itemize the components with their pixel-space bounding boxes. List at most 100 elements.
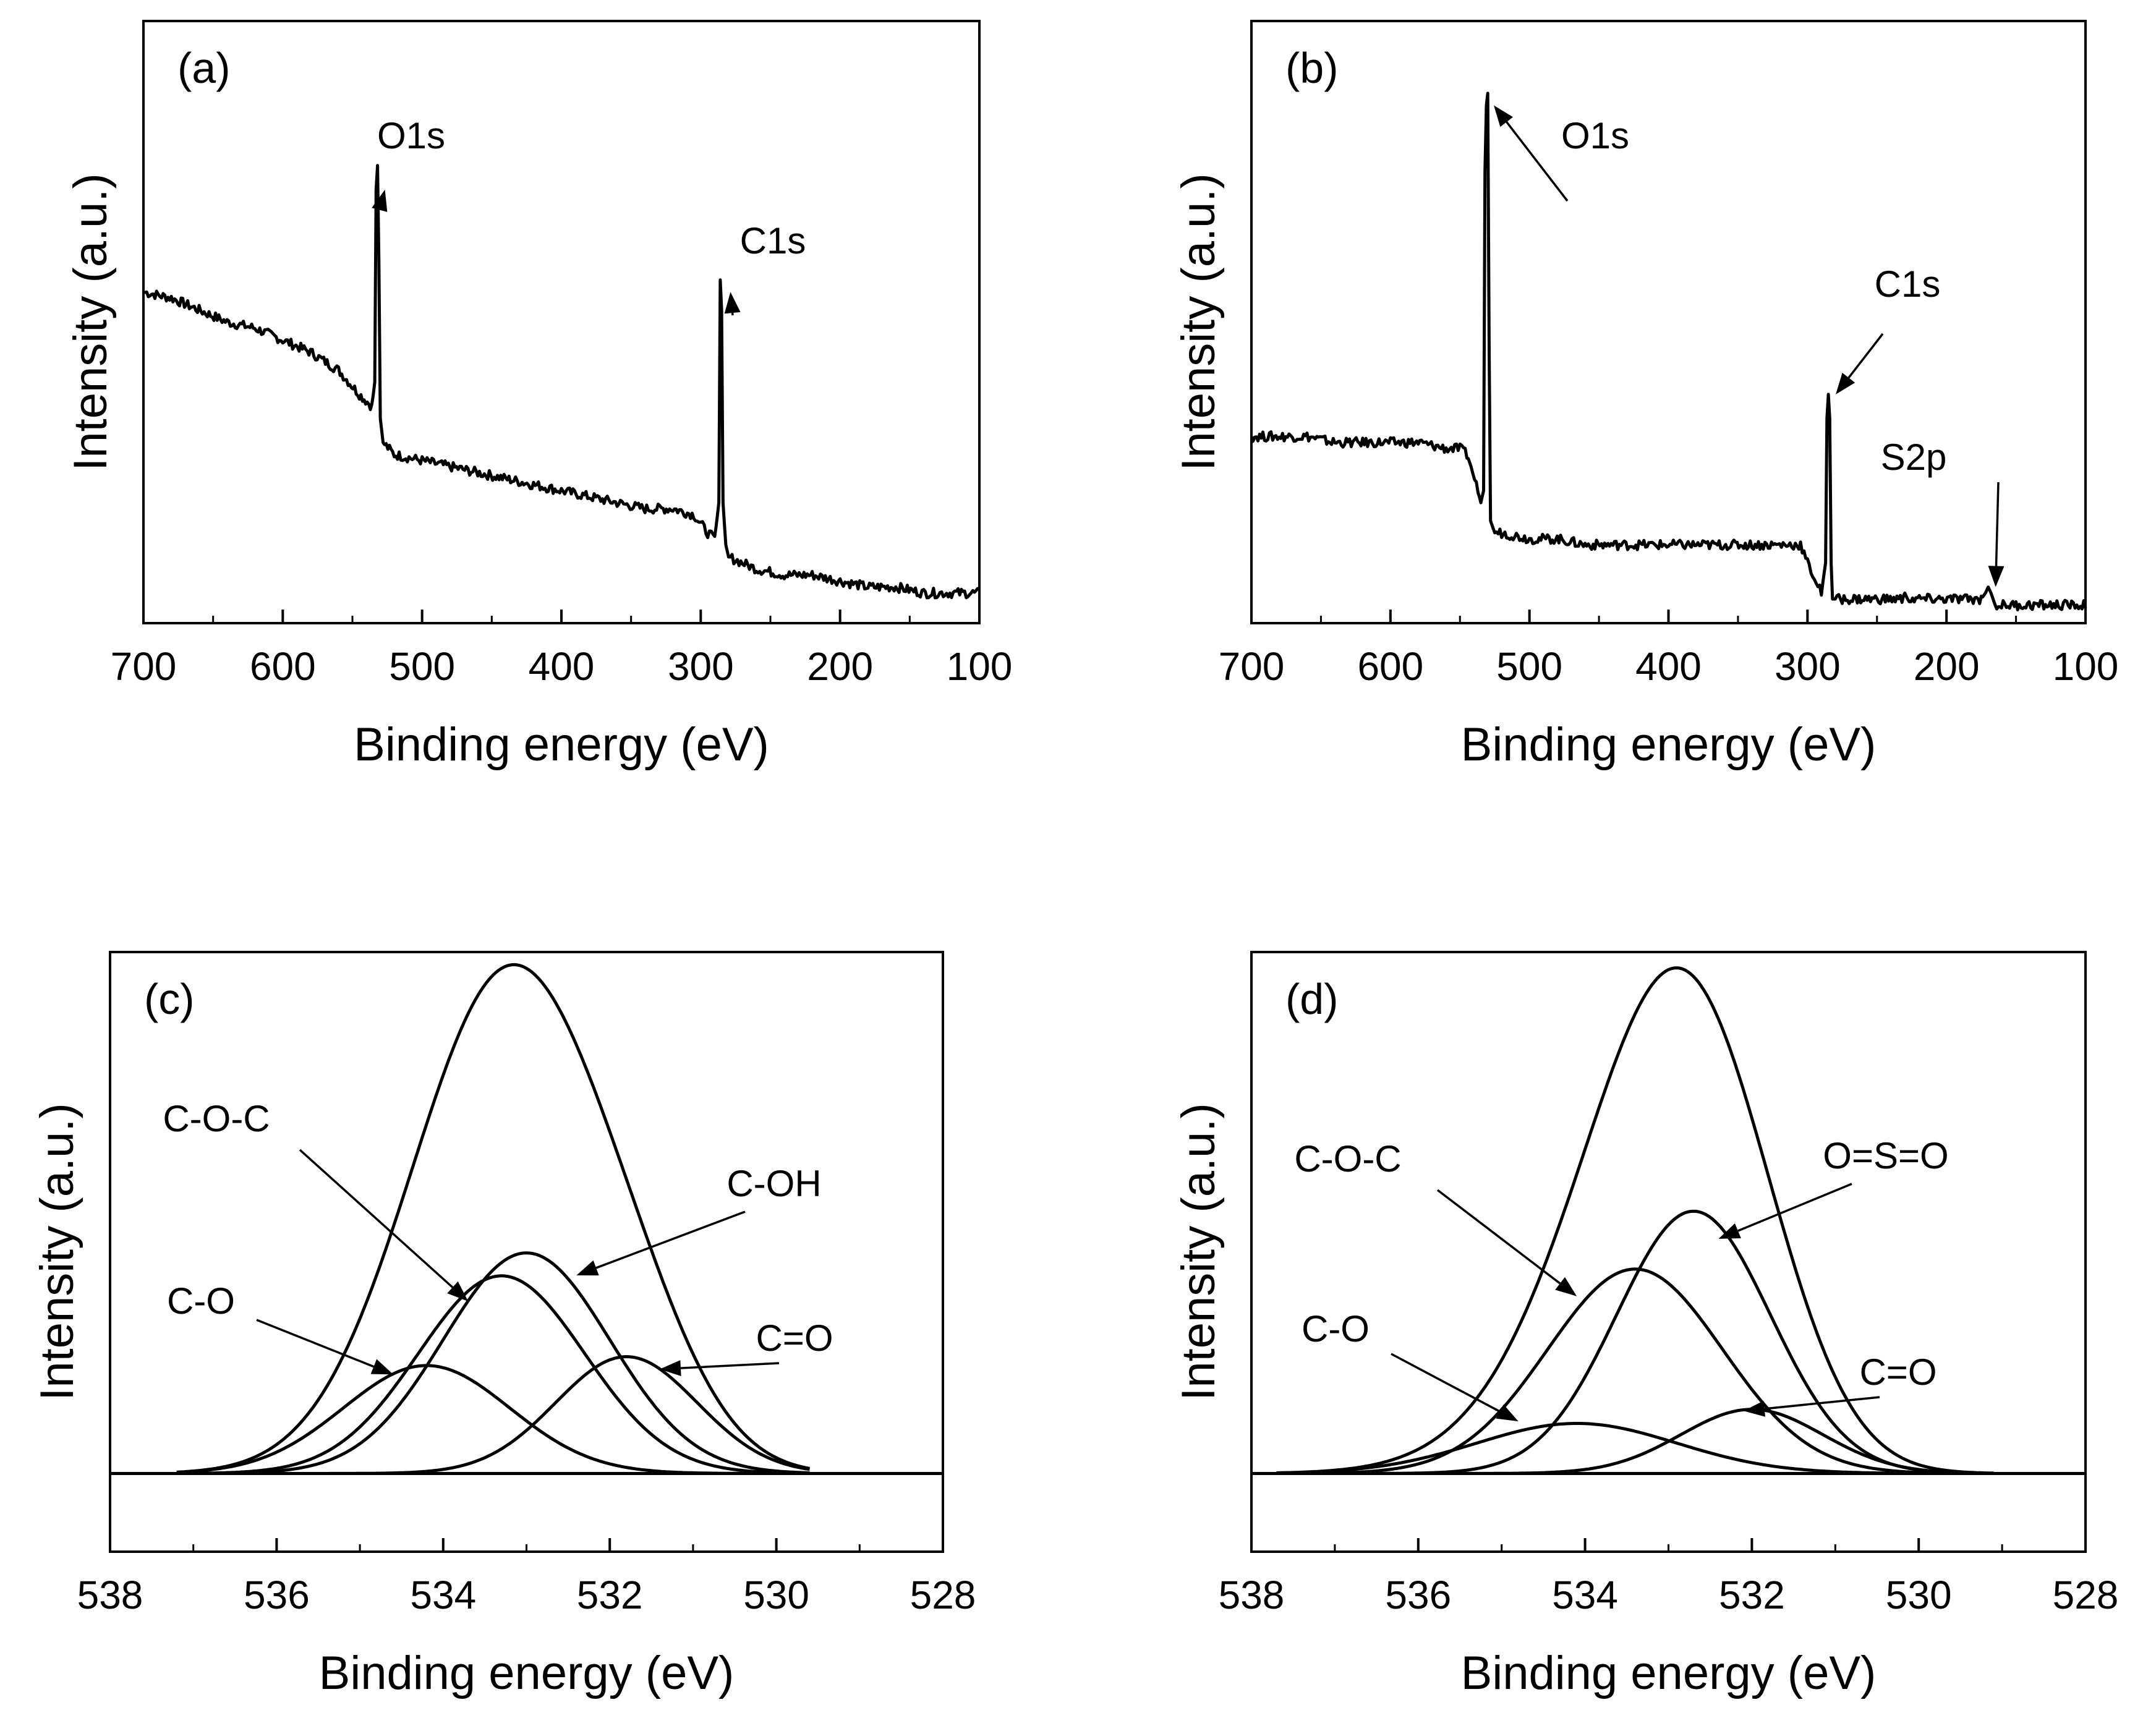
x-tick-label: 400 xyxy=(1635,644,1702,689)
annotations: C-O-C O=S=O C-O C=O xyxy=(1294,1135,1949,1422)
y-axis-title: Intensity (a.u.) xyxy=(64,173,117,471)
fit-envelope-line xyxy=(176,963,810,1474)
panel-label: (c) xyxy=(144,975,195,1023)
annotation-arrow xyxy=(595,1210,746,1269)
annotation-arrowhead xyxy=(1743,1400,1766,1417)
x-tick-label: 300 xyxy=(1775,644,1841,689)
panel-b: 700 600 500 400 300 200 100 Binding energy (eV)… xyxy=(1172,20,2119,771)
annotation-arrowhead xyxy=(447,1281,469,1302)
x-tick-label: 528 xyxy=(910,1573,976,1617)
annotation-arrow xyxy=(1391,1353,1501,1413)
x-tick-label: 536 xyxy=(1385,1573,1451,1617)
panel-d: 538 536 534 532 530 528 Binding energy (eV) Int… xyxy=(1172,951,2119,1699)
annotation-arrowhead xyxy=(1493,105,1514,127)
annotation-label: S2p xyxy=(1881,436,1947,478)
annotation-arrow xyxy=(1506,121,1569,202)
panel-label: (d) xyxy=(1285,975,1339,1023)
annotation-label: C-O-C xyxy=(1294,1138,1401,1180)
annotation-arrow xyxy=(1764,1396,1880,1410)
y-axis-title: Intensity (a.u.) xyxy=(1172,173,1225,471)
annotation-label: C1s xyxy=(740,220,806,262)
annotation-arrowhead xyxy=(1496,1404,1519,1422)
annotation-arrowhead xyxy=(1718,1223,1741,1239)
x-axis-title: Binding energy (eV) xyxy=(1461,1647,1877,1699)
y-axis-title: Intensity (a.u.) xyxy=(1172,1103,1225,1401)
x-tick-label: 536 xyxy=(244,1573,310,1617)
panel-a: 700 600 500 400 300 200 100 Binding energy (eV)… xyxy=(64,20,1013,771)
panel-c: 538 536 534 532 530 528 Binding energy (eV) Int… xyxy=(31,951,976,1699)
x-tick-label: 534 xyxy=(410,1573,476,1617)
x-axis-ticks: 700 600 500 400 300 200 100 xyxy=(111,610,1013,689)
component-c-o-line xyxy=(1276,1422,1994,1475)
x-tick-label: 200 xyxy=(807,644,873,689)
x-tick-label: 100 xyxy=(947,644,1013,689)
annotation-arrowhead xyxy=(576,1260,599,1276)
annotation-arrow xyxy=(1737,1183,1852,1232)
panel-label: (a) xyxy=(177,44,231,92)
annotation-arrow xyxy=(1436,1189,1561,1285)
annotation-label: O1s xyxy=(377,115,445,156)
component-c-o-line xyxy=(176,1364,810,1475)
component-c-o-line xyxy=(1276,1408,1994,1475)
annotation-label: O=S=O xyxy=(1823,1135,1948,1176)
x-tick-label: 532 xyxy=(577,1573,643,1617)
annotation-arrow xyxy=(1995,482,2000,566)
x-tick-label: 700 xyxy=(111,644,177,689)
annotation-arrowhead xyxy=(724,292,741,314)
annotations: O1s C1s xyxy=(372,115,806,316)
annotation-label: C-O-C xyxy=(163,1098,270,1139)
annotation-label: O1s xyxy=(1561,115,1629,156)
x-tick-label: 700 xyxy=(1219,644,1285,689)
x-tick-label: 100 xyxy=(2053,644,2119,689)
x-tick-label: 528 xyxy=(2053,1573,2119,1617)
x-tick-label: 538 xyxy=(1219,1573,1285,1617)
component-c-oh-line xyxy=(176,1251,810,1475)
annotations: O1s C1s S2p xyxy=(1493,105,2005,587)
annotation-arrowhead xyxy=(1555,1277,1577,1296)
x-axis-title: Binding energy (eV) xyxy=(319,1647,735,1699)
x-tick-label: 538 xyxy=(77,1573,143,1617)
x-tick-label: 532 xyxy=(1719,1573,1785,1617)
x-tick-label: 534 xyxy=(1552,1573,1618,1617)
annotation-arrow xyxy=(256,1319,375,1368)
annotation-label: C1s xyxy=(1875,263,1941,305)
annotation-label: C-O xyxy=(167,1280,235,1322)
annotation-arrowhead xyxy=(660,1360,681,1377)
annotation-arrowhead xyxy=(370,1359,393,1375)
x-tick-label: 600 xyxy=(250,644,316,689)
x-tick-label: 530 xyxy=(1886,1573,1952,1617)
annotation-arrow xyxy=(1847,333,1884,379)
annotation-arrowhead xyxy=(1836,373,1856,394)
x-axis-ticks: 538 536 534 532 530 528 xyxy=(77,1538,976,1617)
component-c-o-c-line xyxy=(1276,1267,1994,1475)
x-axis-ticks: 700 600 500 400 300 200 100 xyxy=(1219,610,2119,689)
survey-spectrum-line xyxy=(1250,91,2087,611)
x-tick-label: 500 xyxy=(1496,644,1562,689)
annotation-arrowhead xyxy=(372,189,388,212)
x-tick-label: 600 xyxy=(1357,644,1423,689)
annotation-arrow xyxy=(680,1362,780,1369)
annotation-label: C=O xyxy=(1859,1351,1937,1393)
annotation-label: C=O xyxy=(756,1317,833,1359)
panel-label: (b) xyxy=(1285,44,1339,92)
annotation-label: C-OH xyxy=(726,1163,821,1204)
annotation-arrowhead xyxy=(1988,566,2005,587)
fit-envelope-line xyxy=(1276,966,1994,1475)
annotation-arrow xyxy=(299,1149,454,1288)
x-axis-title: Binding energy (eV) xyxy=(354,718,769,771)
x-axis-ticks: 538 536 534 532 530 528 xyxy=(1219,1538,2119,1617)
component-c-o-line xyxy=(176,1355,810,1475)
x-tick-label: 200 xyxy=(1914,644,1980,689)
annotation-label: C-O xyxy=(1302,1308,1370,1350)
component-c-o-c-line xyxy=(176,1274,810,1475)
x-tick-label: 400 xyxy=(529,644,595,689)
x-tick-label: 530 xyxy=(743,1573,809,1617)
y-axis-title: Intensity (a.u.) xyxy=(31,1103,83,1401)
x-axis-title: Binding energy (eV) xyxy=(1461,718,1877,771)
x-tick-label: 300 xyxy=(668,644,734,689)
x-tick-label: 500 xyxy=(389,644,455,689)
annotations: C-O-C C-OH C-O C=O xyxy=(163,1098,833,1377)
survey-spectrum-line xyxy=(143,164,981,600)
